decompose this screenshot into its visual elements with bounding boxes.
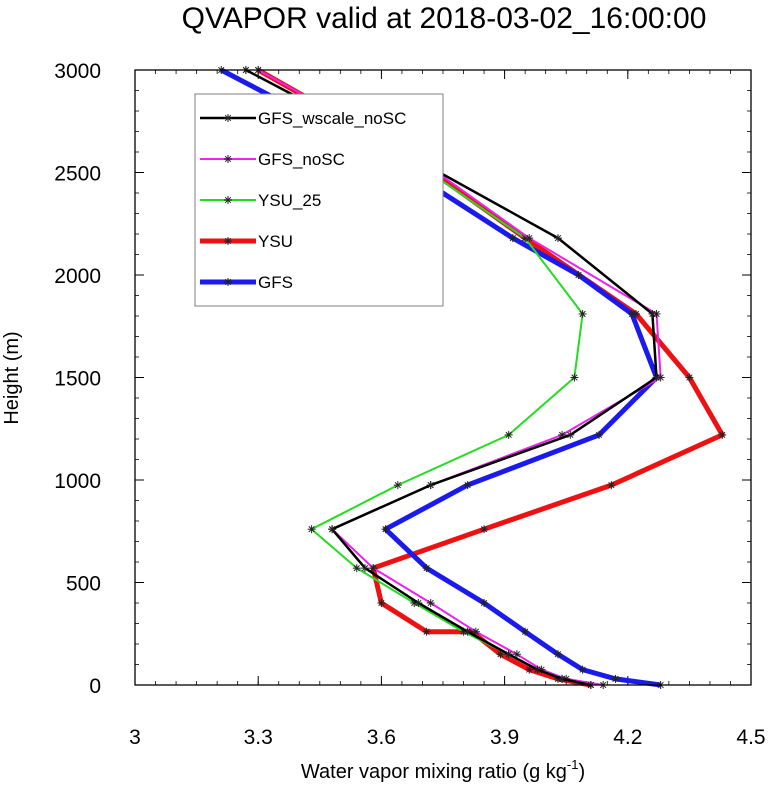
legend-item: GFS_wscale_noSC [200, 109, 406, 128]
y-tick-label: 500 [66, 573, 101, 596]
x-tick-label: 3.6 [367, 726, 396, 749]
y-tick-label: 2500 [54, 163, 101, 186]
data-point-marker [578, 309, 587, 318]
x-axis-label: Water vapor mixing ratio (g kg-1) [301, 757, 585, 783]
x-tick-labels: 3 3.3 3.6 3.9 4.2 4.5 [129, 726, 765, 749]
data-point-marker [377, 599, 386, 607]
series-gfs [217, 66, 665, 689]
data-point-marker [504, 650, 513, 659]
data-point-marker [508, 234, 517, 243]
chart-title: QVAPOR valid at 2018-03-02_16:00:00 [182, 2, 707, 35]
data-point-marker [463, 481, 472, 490]
legend: GFS_wscale_noSC GFS_noSC YSU_25 YSU GFS [194, 93, 444, 307]
plot-frame [134, 69, 752, 686]
data-point-marker [627, 309, 636, 318]
data-point-marker [426, 481, 435, 490]
y-tick-labels: 0 500 1000 1500 2000 2500 3000 [54, 60, 101, 698]
data-point-marker [360, 564, 369, 573]
legend-label: GFS_wscale_noSC [258, 109, 406, 128]
legend-marker [224, 114, 232, 122]
data-point-marker [648, 309, 657, 318]
data-point-marker [381, 525, 390, 534]
legend-item: YSU_25 [200, 191, 321, 210]
data-point-marker [521, 627, 530, 636]
data-point-marker [471, 627, 480, 636]
data-point-marker [525, 234, 534, 243]
x-tick-label: 3.9 [490, 726, 519, 749]
data-point-marker [570, 373, 579, 382]
y-axis-label: Height (m) [1, 331, 23, 424]
legend-item: YSU [200, 232, 293, 251]
series-group [217, 66, 727, 689]
legend-label: GFS_noSC [258, 150, 345, 169]
legend-marker [224, 237, 232, 245]
data-point-marker [369, 564, 378, 573]
series-line [220, 67, 662, 688]
data-point-marker [512, 650, 521, 659]
data-point-marker [480, 525, 489, 534]
data-point-marker [558, 674, 567, 683]
data-point-marker [480, 599, 489, 607]
x-tick-label: 3.3 [244, 726, 273, 749]
series-gfs-wscale-nosc [241, 66, 661, 689]
data-point-marker [393, 481, 402, 490]
legend-label: YSU_25 [258, 191, 321, 210]
data-point-marker [611, 674, 620, 683]
data-point-marker [414, 599, 423, 607]
legend-item: GFS [200, 273, 293, 292]
y-tick-label: 1000 [54, 470, 101, 493]
data-point-marker [463, 627, 472, 636]
data-point-marker [328, 525, 337, 534]
legend-marker [224, 155, 232, 163]
data-point-marker [533, 665, 542, 674]
data-point-marker [553, 234, 562, 243]
legend-label: GFS [258, 273, 293, 292]
legend-marker [224, 278, 232, 286]
data-point-marker [718, 430, 727, 439]
y-tick-label: 2000 [54, 265, 101, 288]
data-point-marker [566, 430, 575, 439]
data-point-marker [422, 564, 431, 573]
data-point-marker [553, 650, 562, 659]
data-point-marker [595, 430, 604, 439]
legend-marker [224, 196, 232, 204]
data-point-marker [574, 271, 583, 279]
x-tick-label: 3 [129, 726, 141, 749]
legend-item: GFS_noSC [200, 150, 345, 169]
data-point-marker [525, 665, 534, 674]
data-point-marker [352, 564, 361, 573]
data-point-marker [504, 430, 513, 439]
data-point-marker [685, 373, 694, 382]
data-point-marker [607, 481, 616, 490]
x-tick-label: 4.2 [613, 726, 642, 749]
data-point-marker [307, 525, 316, 534]
y-tick-label: 0 [89, 675, 101, 698]
data-point-marker [652, 373, 661, 382]
data-point-marker [426, 599, 435, 607]
x-tick-label: 4.5 [736, 726, 765, 749]
data-point-marker [422, 627, 431, 636]
data-point-marker [578, 665, 587, 674]
y-tick-label: 1500 [54, 368, 101, 391]
legend-label: YSU [258, 232, 293, 251]
y-tick-label: 3000 [54, 60, 101, 83]
data-point-marker [496, 650, 505, 659]
